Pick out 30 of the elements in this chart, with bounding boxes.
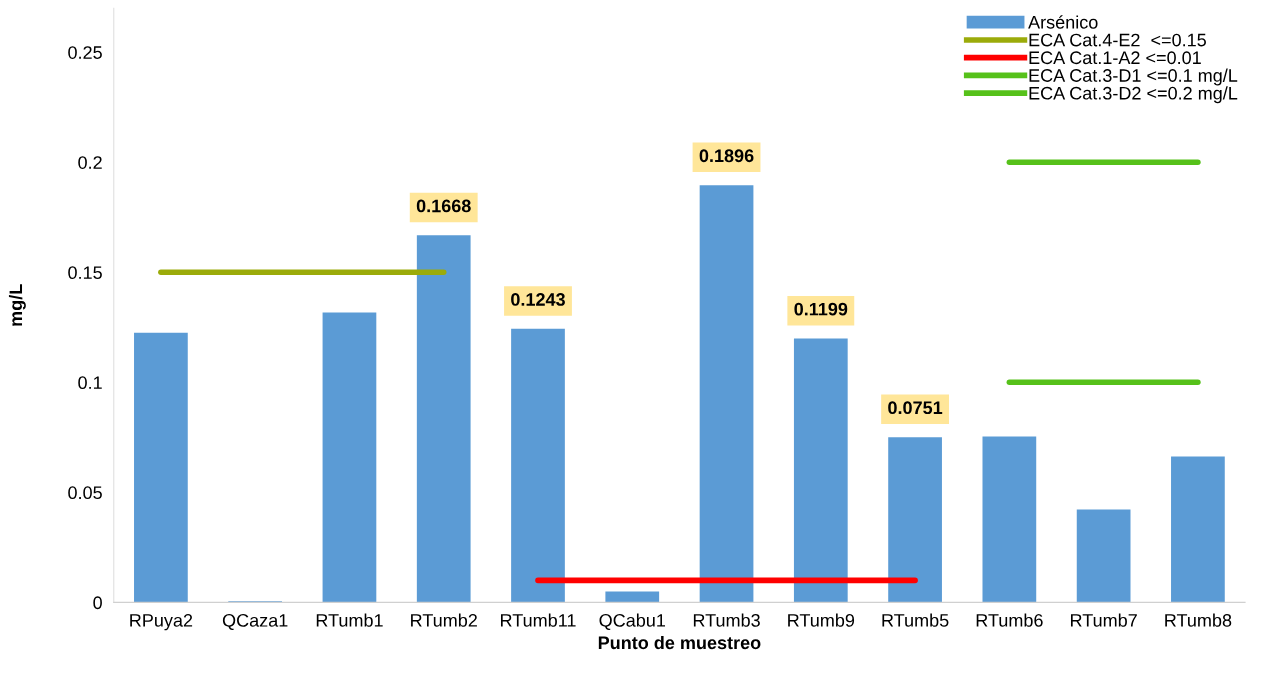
y-tick-label: 0.2 [78, 156, 102, 169]
x-tick-label: RTumb9 [788, 613, 855, 627]
x-tick-label: QCabu1 [599, 613, 666, 631]
data-label: 0.1243 [511, 293, 565, 306]
legend-label: ECA Cat.1-A2 <=0.01 [1029, 51, 1201, 65]
y-tick-label: 0.05 [68, 486, 102, 500]
x-tick-label: RTumb11 [501, 613, 576, 627]
data-label: 0.1199 [794, 302, 848, 316]
legend-label: ECA Cat.3-D1 <=0.1 mg/L [1029, 68, 1238, 86]
x-tick-label: RTumb6 [976, 613, 1043, 627]
x-axis-title: Punto de muestreo [598, 635, 761, 650]
y-tick-label: 0 [93, 596, 102, 610]
x-tick-label: RTumb2 [411, 613, 477, 627]
legend-label: Arsénico [1028, 15, 1098, 29]
y-axis-title: mg/L [8, 284, 26, 326]
y-tick-label: 0.15 [68, 266, 102, 280]
x-tick-label: RTumb8 [1165, 613, 1232, 627]
x-tick-label: RPuya2 [130, 613, 193, 631]
legend-label: ECA Cat.3-D2 <=0.2 mg/L [1029, 86, 1238, 104]
x-tick-label: RTumb3 [693, 613, 760, 627]
x-tick-label: RTumb7 [1070, 613, 1137, 627]
x-tick-label: RTumb5 [882, 613, 949, 627]
data-label: 0.1896 [699, 149, 754, 163]
y-tick-label: 0.1 [78, 376, 102, 390]
data-label: 0.1668 [416, 199, 471, 213]
x-tick-label: QCaza1 [222, 613, 288, 631]
y-tick-label: 0.25 [68, 46, 102, 59]
x-tick-label: RTumb1 [316, 613, 383, 627]
legend-label: ECA Cat.4-E2 <=0.15 [1029, 33, 1206, 47]
data-label: 0.0751 [888, 401, 943, 415]
